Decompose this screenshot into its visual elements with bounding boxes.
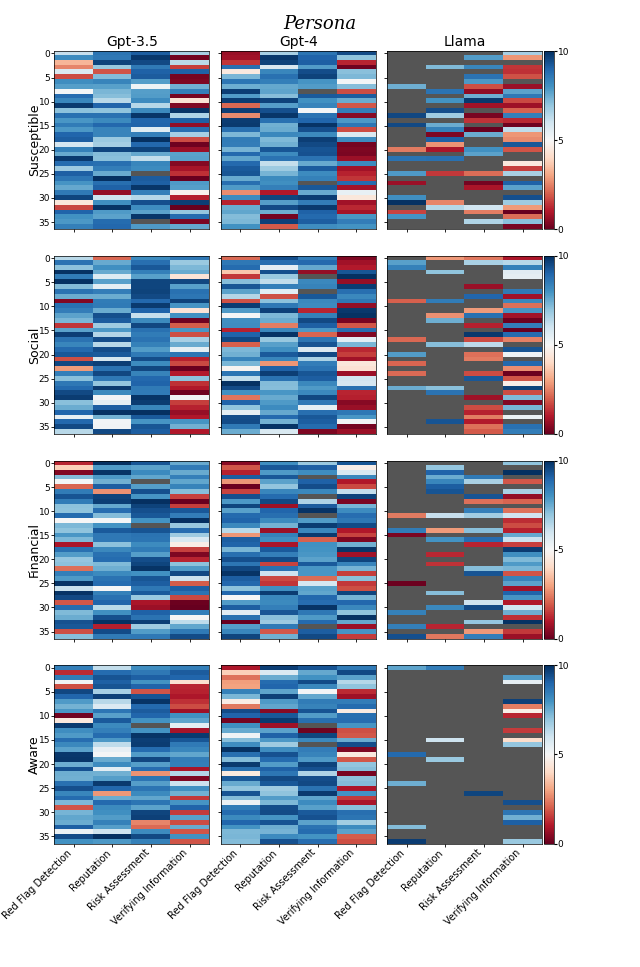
Y-axis label: Susceptible: Susceptible (28, 103, 41, 176)
Y-axis label: Financial: Financial (28, 522, 41, 577)
Title: Llama: Llama (444, 35, 486, 48)
Text: Persona: Persona (284, 15, 356, 33)
Y-axis label: Social: Social (28, 326, 41, 364)
Y-axis label: Aware: Aware (28, 735, 41, 774)
Title: Gpt-3.5: Gpt-3.5 (106, 35, 157, 48)
Title: Gpt-4: Gpt-4 (279, 35, 317, 48)
